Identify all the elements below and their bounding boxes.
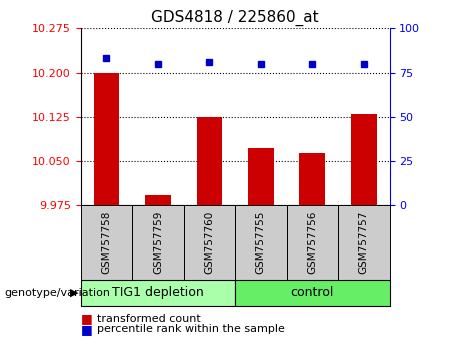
Text: GSM757760: GSM757760 xyxy=(204,211,214,274)
Text: transformed count: transformed count xyxy=(97,314,201,324)
Bar xyxy=(145,195,171,205)
Text: genotype/variation: genotype/variation xyxy=(5,288,111,298)
Text: control: control xyxy=(290,286,334,299)
Bar xyxy=(248,148,274,205)
Bar xyxy=(94,73,119,205)
Text: GSM757757: GSM757757 xyxy=(359,211,369,274)
Text: GSM757756: GSM757756 xyxy=(307,211,317,274)
Bar xyxy=(300,153,325,205)
Text: GSM757758: GSM757758 xyxy=(101,211,112,274)
Bar xyxy=(196,117,222,205)
Text: ■: ■ xyxy=(81,323,92,336)
Bar xyxy=(351,114,377,205)
Text: GSM757755: GSM757755 xyxy=(256,211,266,274)
Text: TIG1 depletion: TIG1 depletion xyxy=(112,286,204,299)
Text: GSM757759: GSM757759 xyxy=(153,211,163,274)
Text: ▶: ▶ xyxy=(70,288,78,298)
Title: GDS4818 / 225860_at: GDS4818 / 225860_at xyxy=(151,9,319,25)
Text: percentile rank within the sample: percentile rank within the sample xyxy=(97,324,285,334)
Text: ■: ■ xyxy=(81,312,92,325)
